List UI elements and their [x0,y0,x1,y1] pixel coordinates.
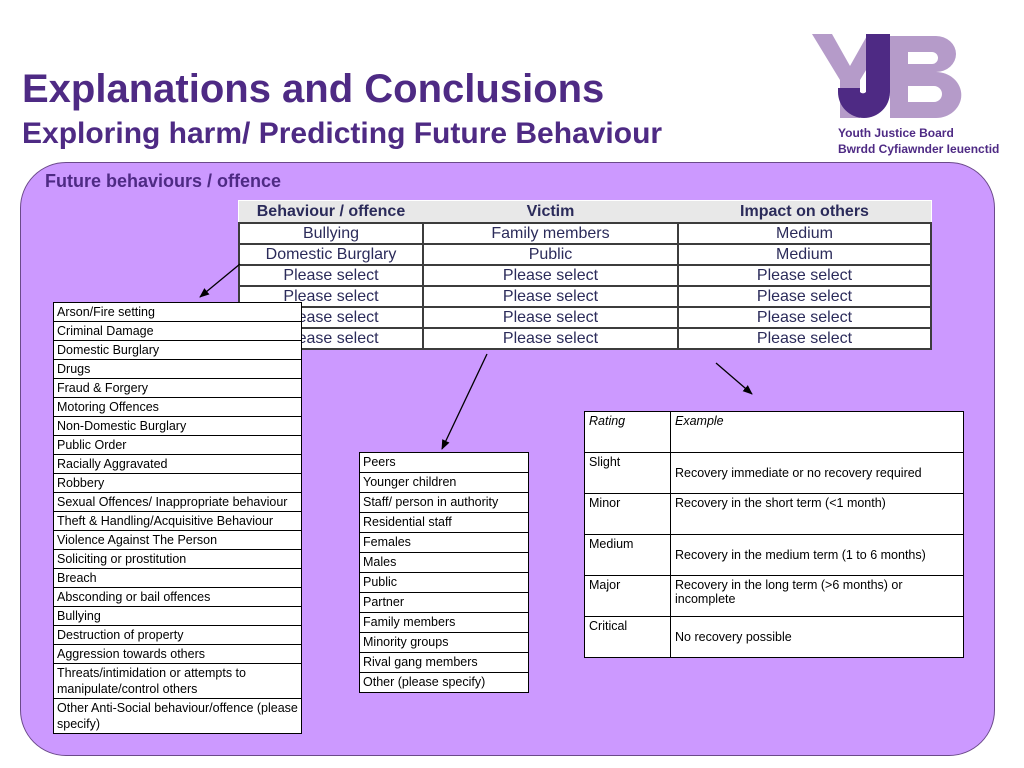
victim-select-cell[interactable]: Public [422,243,679,266]
impact-select-cell[interactable]: Medium [677,222,932,245]
impact-select-cell[interactable]: Please select [677,285,932,308]
victim-options-list: Peers Younger children Staff/ person in au… [359,452,529,693]
page-subtitle: Exploring harm/ Predicting Future Behavi… [22,117,663,150]
table-header-row: Behaviour / offence Victim Impact on oth… [239,200,931,223]
arrow-to-rating-table [715,362,753,395]
rating-column-header: Rating [584,411,671,453]
victim-select-cell[interactable]: Please select [422,306,679,329]
impact-rating-table: Rating Example Slight Recovery immediate… [584,411,964,658]
column-header-behaviour: Behaviour / offence [239,200,423,223]
rating-level: Slight [584,452,671,494]
victim-select-cell[interactable]: Please select [422,327,679,350]
rating-row: Medium Recovery in the medium term (1 to… [584,534,964,576]
victim-select-cell[interactable]: Please select [422,264,679,287]
list-item-label[interactable]: Partner [359,592,529,613]
rating-example: No recovery possible [670,616,964,658]
list-item-label[interactable]: Threats/intimidation or attempts to mani… [53,663,302,699]
rating-level: Major [584,575,671,617]
rating-level: Medium [584,534,671,576]
behaviour-select-cell[interactable]: Bullying [238,222,424,245]
rating-example: Recovery in the short term (<1 month) [670,493,964,535]
list-item: Other (please specify) [359,672,529,693]
table-row: Please select Please select Please selec… [238,264,932,287]
page-title: Explanations and Conclusions [22,67,605,111]
rating-example: Recovery immediate or no recovery requir… [670,452,964,494]
list-item: Sexual Offences/ Inappropriate behaviour [53,492,302,512]
logo-text-english: Youth Justice Board [838,126,954,140]
list-item-label[interactable]: Criminal Damage [53,321,302,341]
list-item-label[interactable]: Rival gang members [359,652,529,673]
arrow-to-behaviour-list [199,263,241,298]
list-item-label[interactable]: Sexual Offences/ Inappropriate behaviour [53,492,302,512]
rating-row: Slight Recovery immediate or no recovery… [584,452,964,494]
list-item: Threats/intimidation or attempts to mani… [53,663,302,699]
yjb-logo: Youth Justice Board Bwrdd Cyfiawnder Ieu… [808,28,1008,163]
rating-level: Critical [584,616,671,658]
behaviour-select-cell[interactable]: Please select [238,264,424,287]
column-header-victim: Victim [423,200,678,223]
rating-row: Critical No recovery possible [584,616,964,658]
list-item: Partner [359,592,529,613]
table-row: Please select Please select Please selec… [238,327,932,350]
list-item: Other Anti-Social behaviour/offence (ple… [53,698,302,734]
list-item: Females [359,532,529,553]
list-item: Theft & Handling/Acquisitive Behaviour [53,511,302,531]
yjb-logo-mark [812,34,962,118]
list-item: Drugs [53,359,302,379]
impact-select-cell[interactable]: Please select [677,306,932,329]
list-item: Domestic Burglary [53,340,302,360]
table-row: Bullying Family members Medium [238,222,932,245]
list-item-label[interactable]: Drugs [53,359,302,379]
list-item-label[interactable]: Females [359,532,529,553]
logo-text-welsh: Bwrdd Cyfiawnder Ieuenctid [838,142,1000,156]
section-heading: Future behaviours / offence [45,171,282,191]
table-row: Domestic Burglary Public Medium [238,243,932,266]
victim-select-cell[interactable]: Please select [422,285,679,308]
impact-select-cell[interactable]: Please select [677,327,932,350]
list-item-label[interactable]: Other (please specify) [359,672,529,693]
list-item: Rival gang members [359,652,529,673]
impact-select-cell[interactable]: Medium [677,243,932,266]
list-item-label[interactable]: Theft & Handling/Acquisitive Behaviour [53,511,302,531]
list-item: Minority groups [359,632,529,653]
victim-select-cell[interactable]: Family members [422,222,679,245]
behaviour-select-cell[interactable]: Domestic Burglary [238,243,424,266]
list-item-label[interactable]: Fraud & Forgery [53,378,302,398]
rating-example: Recovery in the medium term (1 to 6 mont… [670,534,964,576]
list-item-label[interactable]: Minority groups [359,632,529,653]
list-item-label[interactable]: Motoring Offences [53,397,302,417]
behaviour-options-list: Arson/Fire setting Criminal Damage Domesti… [53,302,302,734]
column-header-impact: Impact on others [678,200,931,223]
list-item-label[interactable]: Domestic Burglary [53,340,302,360]
list-item-label[interactable]: Other Anti-Social behaviour/offence (ple… [53,698,302,734]
table-row: Please select Please select Please selec… [238,306,932,329]
impact-select-cell[interactable]: Please select [677,264,932,287]
list-item: Criminal Damage [53,321,302,341]
arrow-to-victim-list [441,353,488,450]
table-row: Please select Please select Please selec… [238,285,932,308]
list-item: Fraud & Forgery [53,378,302,398]
future-behaviour-table: Behaviour / offence Victim Impact on oth… [238,200,932,350]
list-item: Motoring Offences [53,397,302,417]
rating-row: Minor Recovery in the short term (<1 mon… [584,493,964,535]
